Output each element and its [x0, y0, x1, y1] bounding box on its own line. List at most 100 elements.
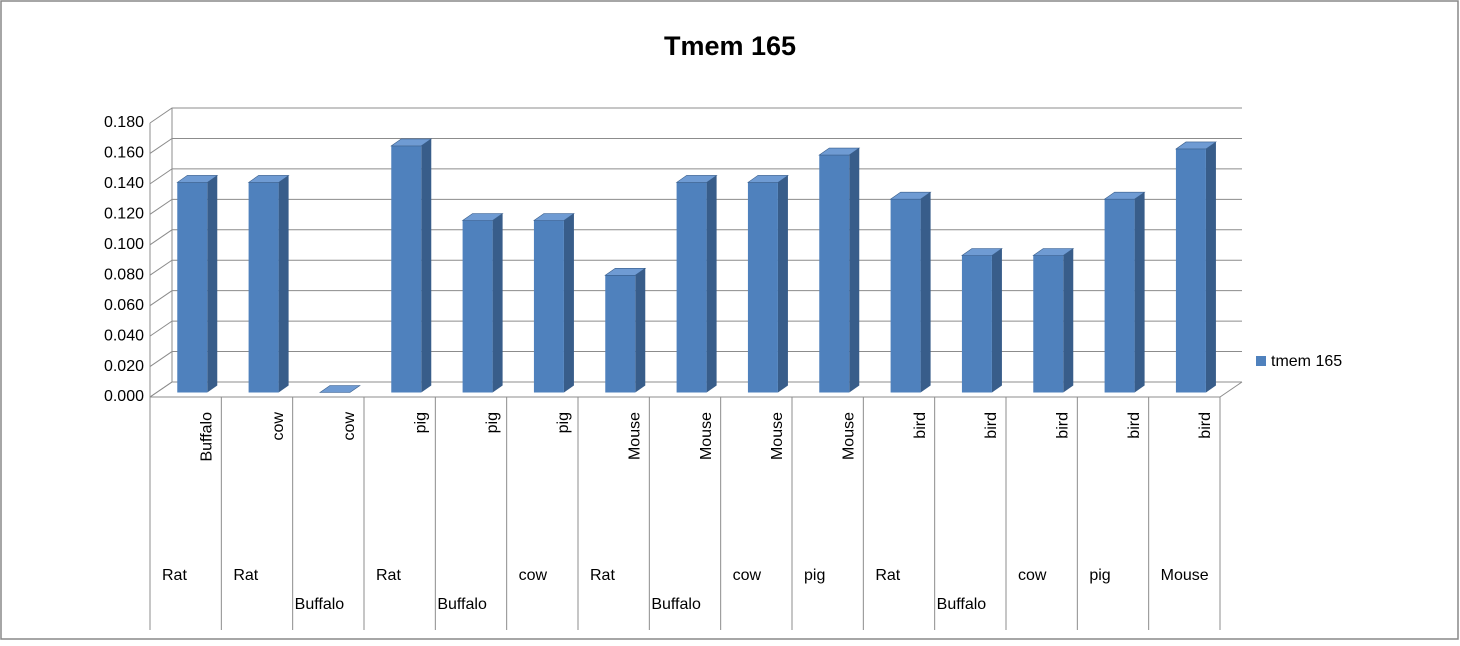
bar-top	[532, 213, 575, 221]
bar-front	[533, 220, 564, 393]
bar-top	[247, 175, 290, 183]
bar-front	[605, 275, 636, 393]
bar	[675, 175, 718, 393]
bar-front	[391, 145, 422, 393]
x-tick-label-upper: Mouse	[698, 412, 715, 460]
bar-side	[421, 138, 432, 393]
x-tick-label-lower: cow	[519, 567, 548, 584]
y-tick-label: 0.100	[104, 236, 144, 253]
bar-front	[819, 155, 850, 393]
legend-swatch	[1256, 356, 1266, 366]
bar-side	[991, 248, 1002, 393]
x-tick-label-upper: cow	[270, 412, 287, 441]
bar-side	[278, 175, 289, 393]
bar-top	[1174, 141, 1217, 150]
bar-side	[563, 213, 574, 393]
x-tick-label-upper: bird	[1126, 412, 1143, 439]
bar	[604, 267, 647, 393]
bar	[318, 385, 361, 393]
bar-side	[635, 268, 646, 393]
bar-side	[777, 175, 788, 393]
y-tick-label: 0.040	[104, 327, 144, 344]
x-tick-label-lower: Rat	[376, 567, 401, 584]
bar-side	[706, 175, 717, 393]
x-tick-label-lower: cow	[733, 567, 762, 584]
y-tick-label: 0.120	[104, 206, 144, 223]
bar-side	[920, 192, 931, 393]
grid-line	[149, 290, 1242, 307]
bar	[1032, 248, 1075, 393]
bar-top	[1103, 191, 1146, 200]
x-tick-label-lower: Mouse	[1161, 567, 1209, 584]
x-tick-label-upper: pig	[413, 412, 430, 433]
bar-top	[960, 248, 1003, 256]
bar	[532, 213, 575, 393]
bar-top	[176, 175, 219, 183]
bar-side	[1205, 141, 1216, 393]
bar	[1103, 191, 1146, 393]
y-tick-label: 0.180	[104, 114, 144, 131]
bar-front	[248, 182, 279, 393]
grid-line	[149, 259, 1242, 276]
bar	[818, 147, 861, 393]
bar-front	[1104, 199, 1135, 393]
x-tick-label-upper: Mouse	[769, 412, 786, 460]
axis-line	[1219, 381, 1243, 398]
bar	[390, 138, 433, 393]
bar-front	[1033, 255, 1064, 393]
x-tick-label-lower: Buffalo	[437, 596, 487, 613]
x-tick-label-upper: bird	[1055, 412, 1072, 439]
x-tick-label-upper: pig	[555, 412, 572, 433]
bar-top	[604, 267, 647, 276]
bar-top	[818, 147, 861, 156]
x-tick-label-upper: bird	[983, 412, 1000, 439]
grid-line	[149, 320, 1242, 337]
bar	[960, 248, 1003, 393]
bar	[889, 191, 932, 393]
y-tick-label: 0.160	[104, 145, 144, 162]
bar	[247, 175, 290, 393]
bar-front	[961, 255, 992, 393]
x-tick-label-upper: bird	[1197, 412, 1214, 439]
x-tick-label-upper: bird	[912, 412, 929, 439]
y-tick-label: 0.060	[104, 297, 144, 314]
y-tick-label: 0.020	[104, 358, 144, 375]
grid-line	[149, 351, 1242, 367]
bar-side	[1063, 248, 1074, 393]
x-tick-label-upper: Buffalo	[199, 412, 216, 462]
bar-side	[1134, 192, 1145, 393]
y-tick-label: 0.080	[104, 266, 144, 283]
x-tick-label-lower: Rat	[233, 567, 258, 584]
bar-top	[318, 385, 361, 393]
grid-line	[149, 229, 1242, 246]
x-tick-label-lower: Buffalo	[651, 596, 701, 613]
x-tick-label-lower: cow	[1018, 567, 1047, 584]
x-tick-label-upper: cow	[341, 412, 358, 441]
bar-front	[890, 199, 921, 393]
x-tick-label-upper: Mouse	[627, 412, 644, 460]
y-tick-label: 0.000	[104, 388, 144, 405]
x-tick-label-lower: Buffalo	[937, 596, 987, 613]
x-tick-label-lower: Rat	[875, 567, 900, 584]
bar	[746, 175, 789, 393]
bar-front	[177, 182, 208, 393]
bar-front	[1175, 148, 1206, 393]
grid-line	[149, 168, 1242, 185]
bar-top	[889, 191, 932, 200]
bar	[176, 175, 219, 393]
chart-title: Tmem 165	[664, 31, 796, 61]
grid-line	[149, 137, 1242, 154]
x-tick-label-lower: Rat	[162, 567, 187, 584]
bar-top	[461, 213, 504, 221]
bar-side	[207, 175, 218, 393]
bar-side	[492, 213, 503, 393]
x-tick-label-upper: Mouse	[841, 412, 858, 460]
x-tick-label-upper: pig	[484, 412, 501, 433]
bar-top	[675, 175, 718, 183]
x-tick-label-lower: pig	[1089, 567, 1110, 584]
bar-front	[747, 182, 778, 393]
legend-label: tmem 165	[1271, 353, 1342, 370]
x-tick-label-lower: pig	[804, 567, 825, 584]
